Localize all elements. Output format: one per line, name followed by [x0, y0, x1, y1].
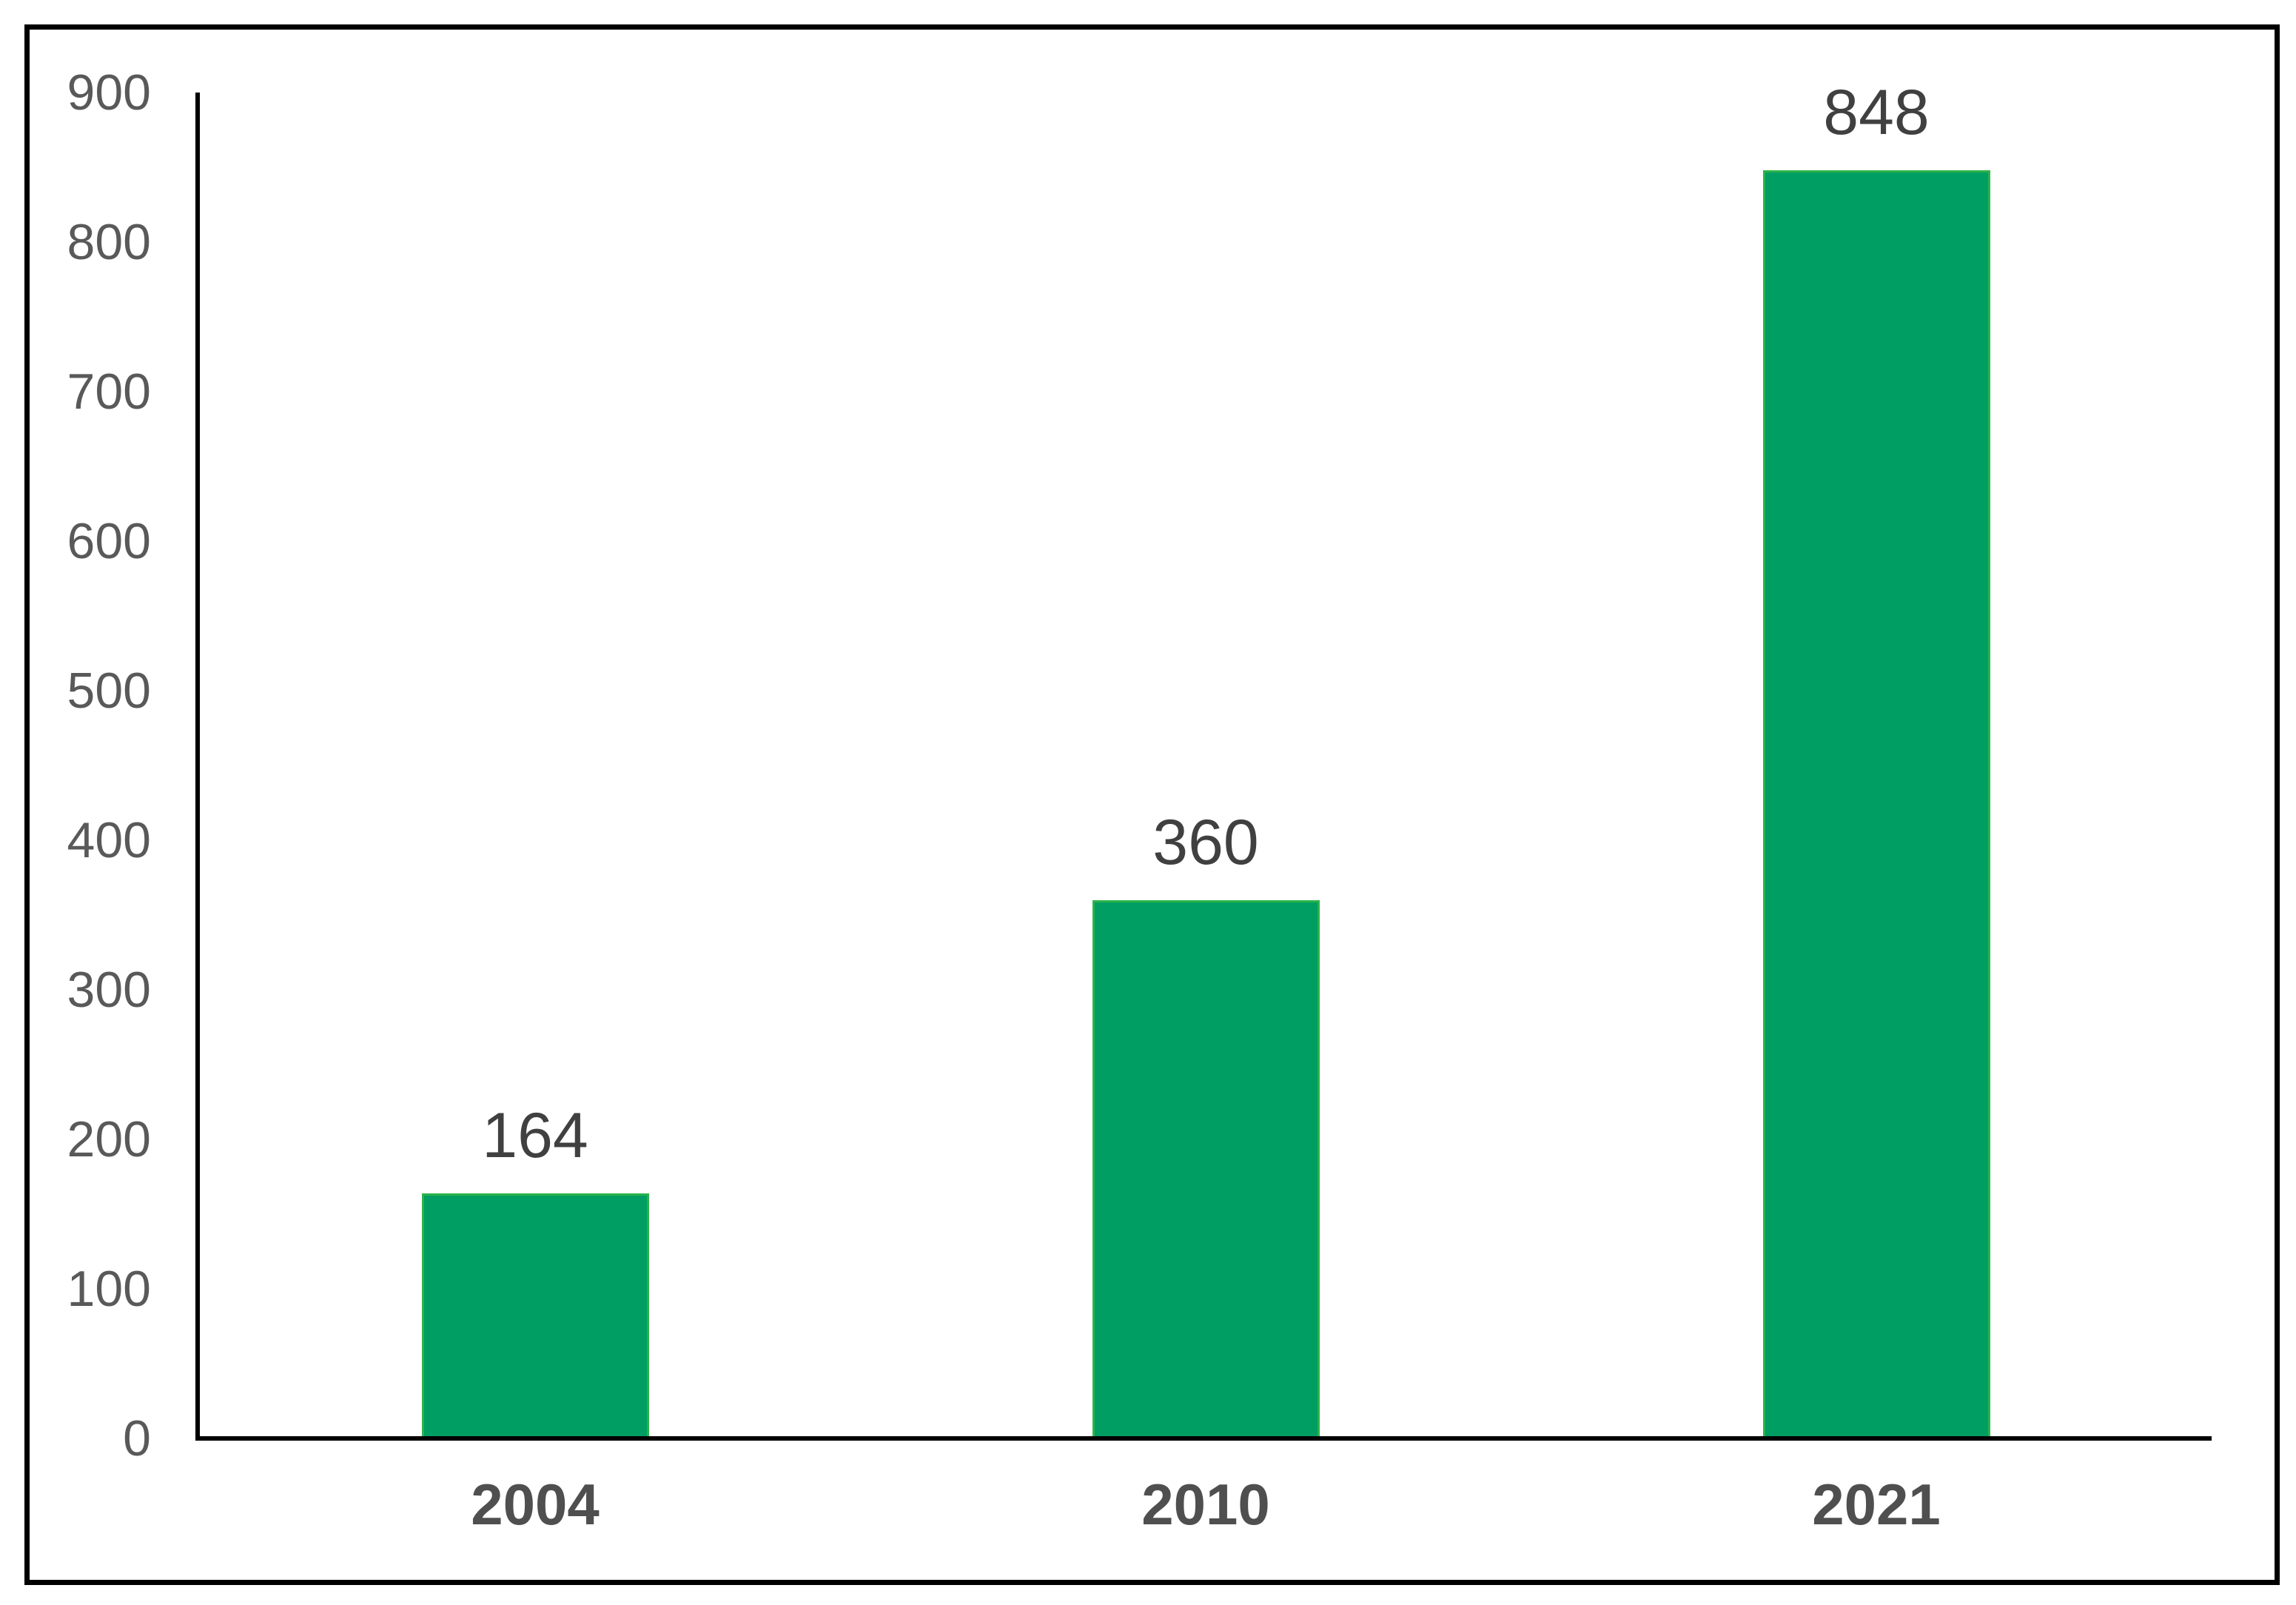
- x-category-label-2004: 2004: [471, 1472, 600, 1537]
- data-label-2010: 360: [1152, 806, 1259, 878]
- y-tick-label-200: 200: [67, 1111, 151, 1167]
- y-tick-label-400: 400: [67, 812, 151, 868]
- data-label-2004: 164: [482, 1099, 588, 1171]
- bar-2021: [1762, 170, 1990, 1438]
- bar-2004: [421, 1193, 649, 1438]
- y-tick-label-300: 300: [67, 962, 151, 1018]
- data-label-2021: 848: [1823, 77, 1930, 149]
- x-axis-line: [195, 1436, 2212, 1441]
- y-tick-label-800: 800: [67, 214, 151, 270]
- y-tick-label-700: 700: [67, 363, 151, 420]
- chart-frame-border: [24, 24, 2280, 1585]
- bar-2010: [1092, 899, 1320, 1438]
- y-axis-line: [195, 93, 200, 1441]
- y-tick-label-500: 500: [67, 663, 151, 719]
- x-category-label-2010: 2010: [1141, 1472, 1270, 1537]
- y-tick-label-0: 0: [123, 1410, 151, 1467]
- y-tick-label-600: 600: [67, 513, 151, 569]
- y-tick-label-900: 900: [67, 64, 151, 121]
- x-category-label-2021: 2021: [1812, 1472, 1941, 1537]
- y-tick-label-100: 100: [67, 1261, 151, 1317]
